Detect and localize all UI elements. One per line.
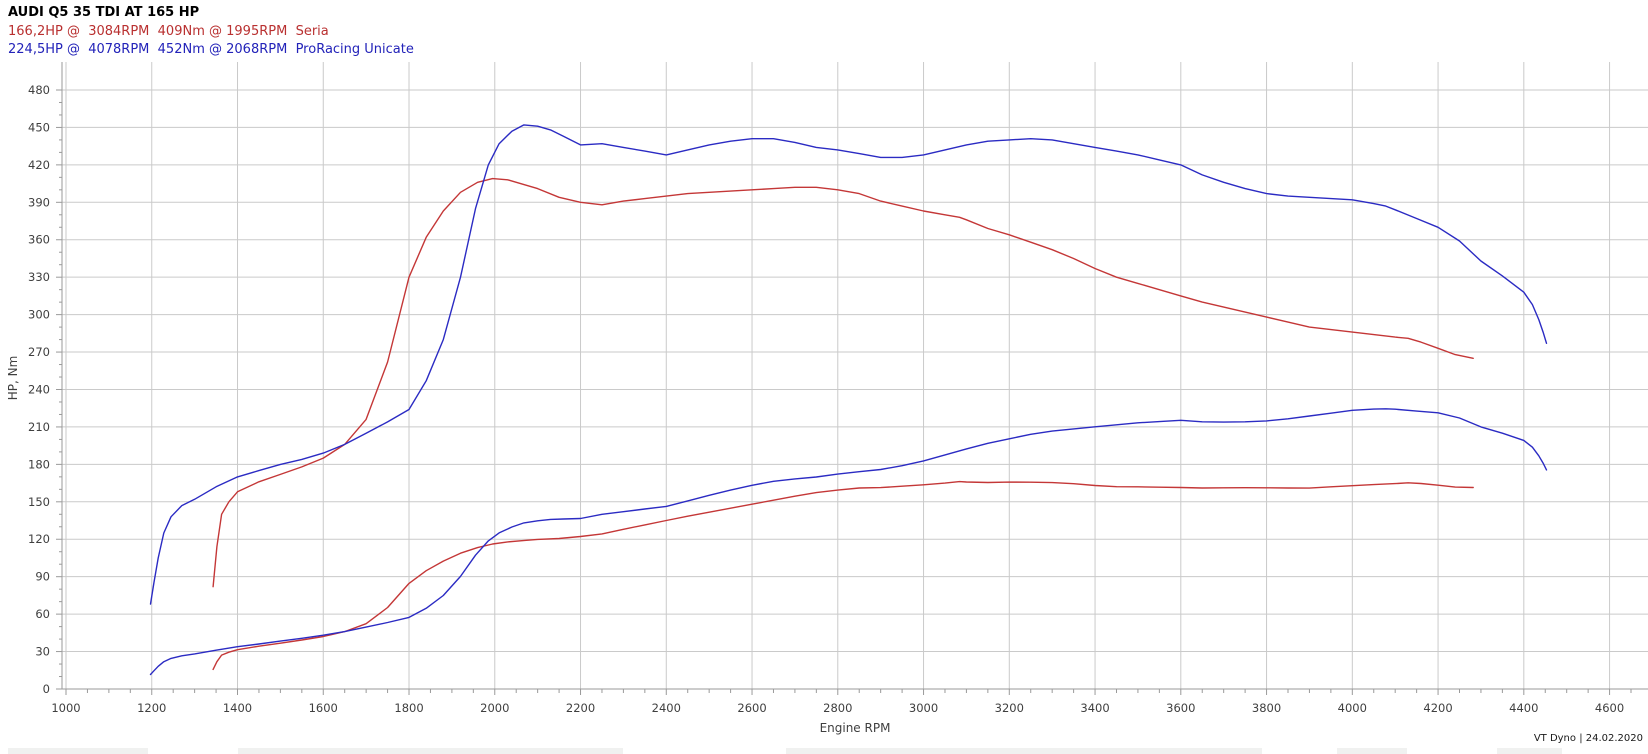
x-tick-label: 3400 — [1080, 701, 1109, 715]
y-tick-label: 360 — [28, 233, 50, 247]
legend-line-proracing: 224,5HP @ 4078RPM 452Nm @ 2068RPM ProRac… — [8, 42, 414, 57]
x-tick-label: 2800 — [823, 701, 852, 715]
y-tick-label: 90 — [35, 570, 50, 584]
x-tick-label: 4600 — [1595, 701, 1624, 715]
curve-seria-power — [212, 480, 1474, 671]
y-tick-label: 330 — [28, 270, 50, 284]
y-tick-label: 150 — [28, 495, 50, 509]
x-tick-label: 1800 — [394, 701, 423, 715]
x-tick-label: 3200 — [995, 701, 1024, 715]
y-tick-label: 180 — [28, 457, 50, 471]
y-axis-title: HP, Nm — [6, 355, 20, 401]
y-tick-label: 240 — [28, 382, 50, 396]
y-tick-label: 420 — [28, 158, 50, 172]
bottom-edge-artifact — [238, 748, 623, 754]
y-tick-label: 480 — [28, 83, 50, 97]
x-tick-label: 2400 — [652, 701, 681, 715]
bottom-edge-artifact — [8, 748, 148, 754]
y-tick-label: 270 — [28, 345, 50, 359]
legend-line-seria: 166,2HP @ 3084RPM 409Nm @ 1995RPM Seria — [8, 24, 329, 39]
x-tick-label: 2000 — [480, 701, 509, 715]
curve-proracing-unicate-power — [149, 408, 1548, 676]
x-tick-label: 4000 — [1338, 701, 1367, 715]
x-tick-label: 1400 — [223, 701, 252, 715]
y-tick-label: 390 — [28, 195, 50, 209]
y-tick-label: 0 — [43, 682, 50, 696]
y-tick-label: 300 — [28, 308, 50, 322]
x-tick-label: 3800 — [1252, 701, 1281, 715]
x-tick-label: 3000 — [909, 701, 938, 715]
curve-seria-torque — [212, 177, 1474, 588]
x-tick-label: 2200 — [566, 701, 595, 715]
x-tick-label: 1600 — [309, 701, 338, 715]
bottom-edge-artifact — [1497, 748, 1562, 754]
y-tick-label: 210 — [28, 420, 50, 434]
x-axis-title: Engine RPM — [819, 721, 891, 735]
y-tick-label: 450 — [28, 120, 50, 134]
watermark: VT Dyno | 24.02.2020 — [1533, 733, 1643, 744]
curve-proracing-unicate-torque — [149, 124, 1548, 605]
bottom-edge-artifact — [1337, 748, 1407, 754]
x-tick-label: 4400 — [1509, 701, 1538, 715]
x-tick-label: 4200 — [1423, 701, 1452, 715]
x-tick-label: 2600 — [737, 701, 766, 715]
bottom-edge-artifact — [786, 748, 1262, 754]
y-tick-label: 30 — [35, 645, 50, 659]
y-tick-label: 60 — [35, 607, 50, 621]
x-tick-label: 1000 — [51, 701, 80, 715]
x-tick-label: 3600 — [1166, 701, 1195, 715]
chart-title: AUDI Q5 35 TDI AT 165 HP — [8, 5, 200, 20]
y-tick-label: 120 — [28, 532, 50, 546]
x-tick-label: 1200 — [137, 701, 166, 715]
